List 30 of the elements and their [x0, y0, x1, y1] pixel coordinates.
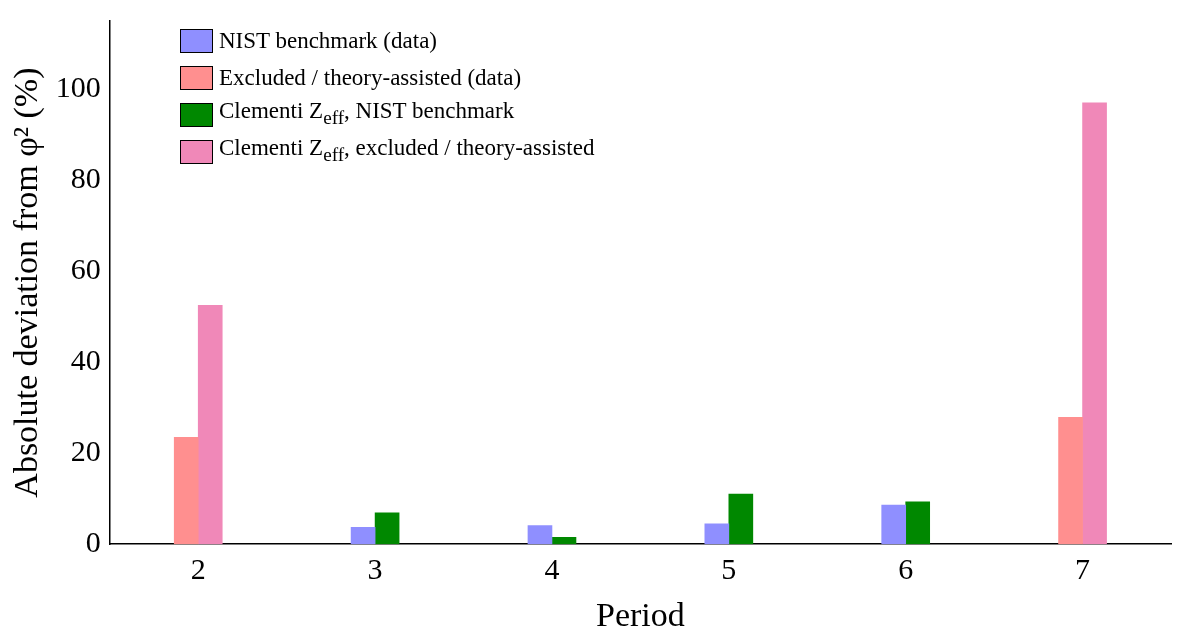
bar — [1058, 416, 1083, 545]
legend-label: Clementi Z$_{eff}$, NIST benchmark — [219, 97, 515, 130]
y-tick-label: 20 — [70, 434, 101, 468]
y-tick-label: 100 — [55, 70, 101, 104]
x-tick-label: 4 — [544, 552, 560, 586]
x-tick-label: 5 — [721, 552, 737, 586]
y-tick-label: 0 — [85, 525, 101, 559]
legend-label: Excluded / theory-assisted (data) — [219, 63, 522, 92]
y-tick-label: 80 — [70, 161, 101, 195]
x-tick-label: 3 — [367, 552, 383, 586]
bar — [728, 493, 754, 545]
legend-label: Clementi Z$_{eff}$, excluded / theory-assisted — [219, 134, 595, 167]
x-axis-title: Period — [596, 595, 685, 633]
y-tick-label: 60 — [70, 252, 101, 286]
y-tick-label: 40 — [70, 343, 101, 377]
y-axis-title: Absolute deviation from φ² (%) — [7, 67, 46, 498]
bar — [374, 512, 400, 545]
bar — [905, 501, 931, 545]
bar — [173, 436, 199, 545]
bar — [551, 537, 577, 545]
x-tick-label: 2 — [190, 552, 206, 586]
bar — [350, 527, 376, 545]
x-tick-label: 7 — [1075, 552, 1091, 586]
bar — [527, 525, 553, 545]
bar — [704, 523, 730, 545]
x-tick-label: 6 — [898, 552, 914, 586]
bar — [881, 504, 907, 545]
bar — [1082, 102, 1107, 545]
bar — [197, 305, 223, 545]
legend-label: NIST benchmark (data) — [219, 26, 437, 55]
